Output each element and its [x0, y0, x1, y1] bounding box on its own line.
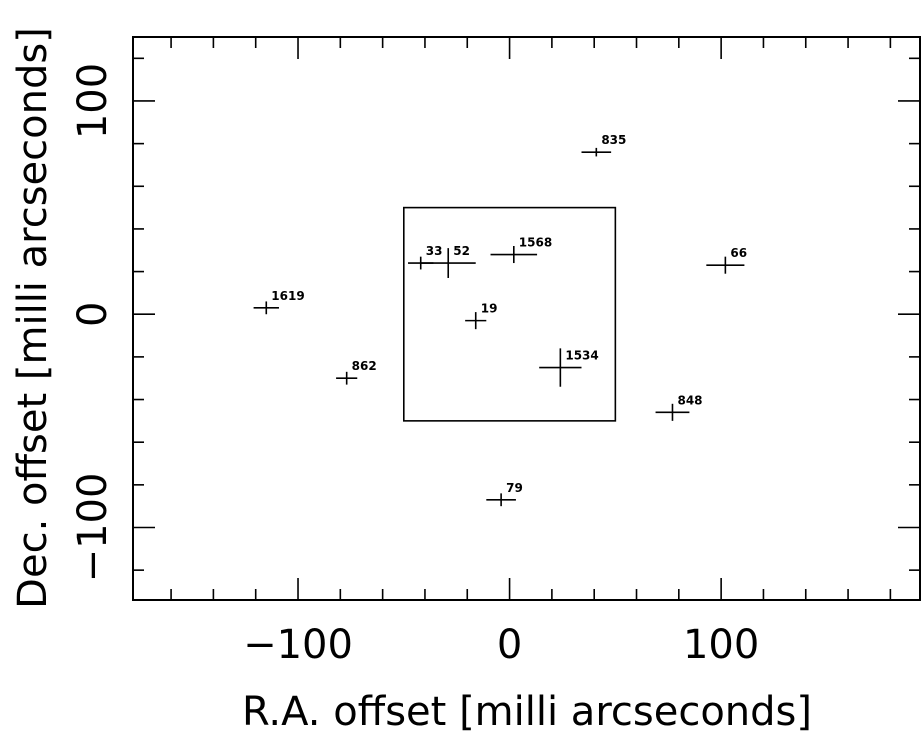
axis-ticks [133, 37, 920, 600]
data-point-848: 848 [655, 393, 703, 421]
x-tick-label: 0 [497, 622, 522, 668]
point-label: 835 [601, 133, 626, 147]
data-point-33: 33 [408, 244, 443, 270]
data-point-1568: 1568 [490, 236, 552, 264]
data-point-52: 52 [420, 244, 476, 278]
point-label: 19 [481, 302, 498, 316]
x-tick-label: −100 [243, 622, 353, 668]
x-tick-label: 100 [683, 622, 759, 668]
data-point-862: 862 [336, 359, 377, 385]
selection-region-box [402, 206, 617, 422]
point-label: 862 [352, 359, 377, 373]
data-point-1534: 1534 [539, 348, 599, 387]
data-point-66: 66 [706, 246, 747, 274]
y-tick-label: 100 [70, 63, 116, 139]
plot-frame [132, 36, 921, 601]
data-point-1619: 1619 [253, 289, 305, 315]
point-label: 52 [453, 244, 470, 258]
data-point-19: 19 [465, 302, 497, 330]
y-tick-label: 0 [70, 302, 116, 327]
point-label: 1568 [519, 236, 552, 250]
point-label: 848 [677, 393, 702, 407]
point-label: 1619 [271, 289, 304, 303]
x-axis-label: R.A. offset [milli arcseconds] [242, 689, 812, 735]
y-axis-label: Dec. offset [milli arcseconds] [10, 27, 56, 609]
point-label: 1534 [565, 349, 598, 363]
point-label: 79 [506, 481, 523, 495]
point-label: 33 [426, 244, 443, 258]
data-point-835: 835 [581, 133, 626, 157]
tick-labels: −100 0 100 −100 0 100 [70, 63, 759, 668]
data-point-79: 79 [486, 481, 523, 507]
data-points: 835 66 1619 33 52 1568 19 1534 862 848 79 [253, 133, 747, 507]
y-tick-label: −100 [70, 473, 116, 583]
point-label: 66 [730, 246, 747, 260]
